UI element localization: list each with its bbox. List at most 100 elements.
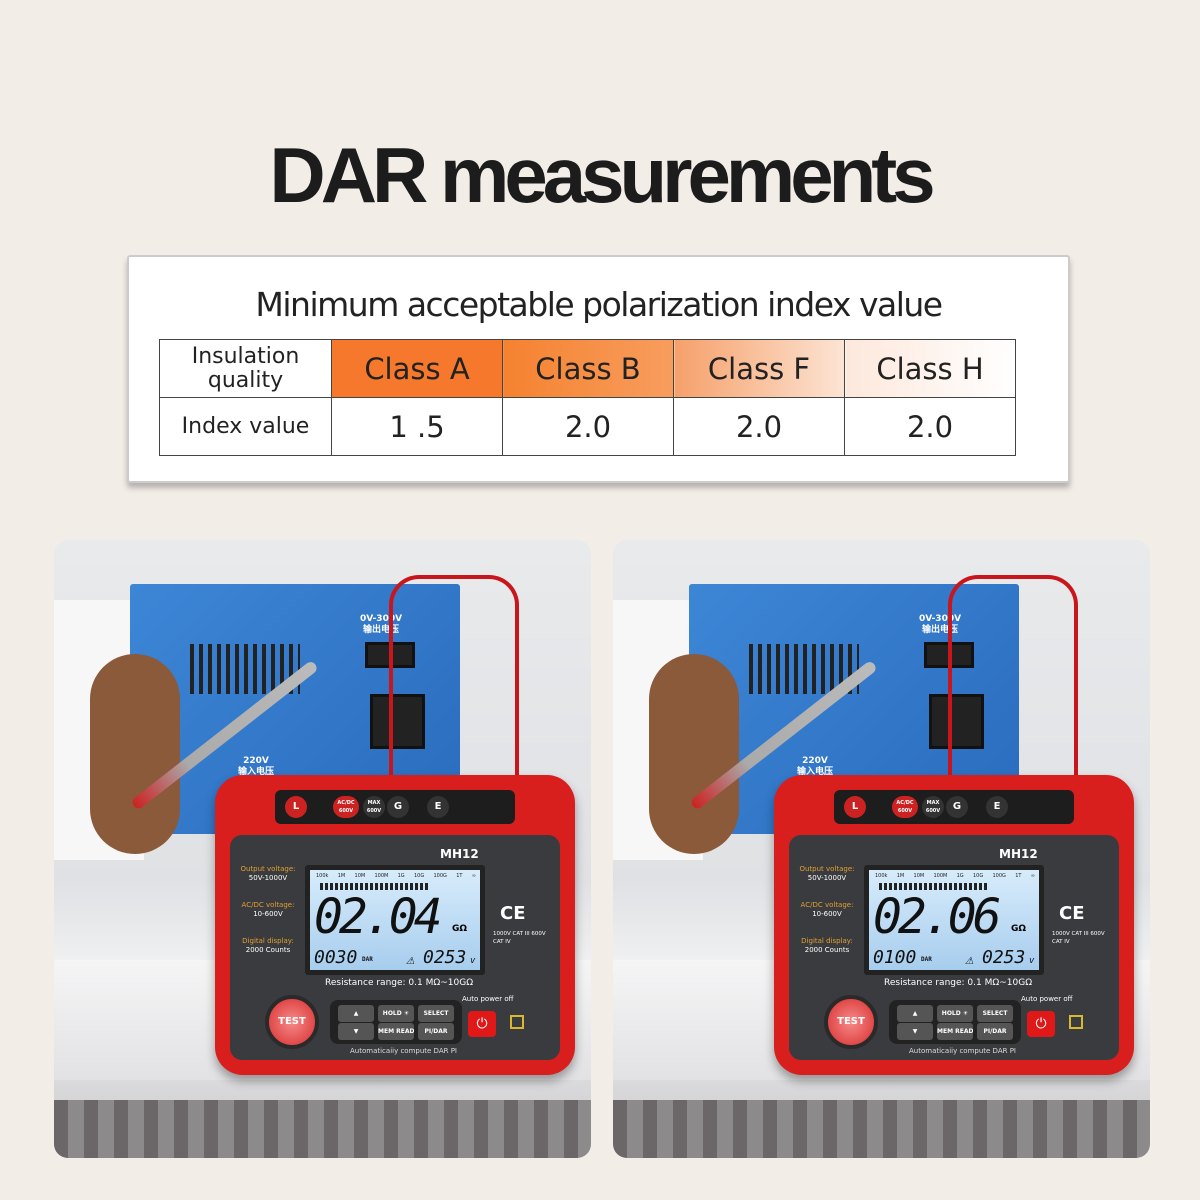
test-button[interactable]: TEST [265, 995, 319, 1049]
lcd-display: 100k 1M 10M 100M 1G 10G 100G 1T ∞ 02.06 GΩ 0100 … [864, 865, 1044, 975]
scale-tick: 100k [316, 873, 329, 879]
jack-4: E [986, 796, 1008, 818]
scale-tick: ∞ [471, 873, 476, 879]
mem-read-button[interactable]: MEM READ [378, 1023, 414, 1040]
jack-2: MAX 600V [922, 796, 944, 818]
input-label: 220V [243, 756, 269, 766]
scale-tick: 1M [896, 873, 905, 879]
reading-unit: GΩ [452, 924, 468, 934]
device-face: MH12 Output voltage: 50V-1000V AC/DC volta… [789, 835, 1119, 1060]
model-label: MH12 [440, 847, 479, 861]
mem-read-button[interactable]: MEM READ [937, 1023, 973, 1040]
up-button[interactable]: ▲ [338, 1005, 374, 1022]
select-button[interactable]: SELECT [977, 1005, 1013, 1022]
scale-tick: 100G [433, 873, 447, 879]
transformer-coil [649, 654, 739, 854]
scale-tick: 1T [1015, 873, 1022, 879]
output-label: 0V-300V [360, 614, 403, 624]
device-photo-0: 0V-300V 输出电压 220V 输入电压 L AC/DC 600V MAX 600V… [54, 540, 591, 1158]
spec-label: Output voltage: [799, 865, 855, 873]
input-label-cn: 输入电压 [797, 767, 834, 777]
lcd-display: 100k 1M 10M 100M 1G 10G 100G 1T ∞ 02.04 GΩ 0030 … [305, 865, 485, 975]
floor [613, 1100, 1150, 1158]
button-pad: ▲ ▼ HOLD ☀ MEM READ SELECT PI/DAR [889, 1000, 1021, 1044]
test-lead-wire [948, 575, 1078, 800]
pi-dar-button[interactable]: PI/DAR [977, 1023, 1013, 1040]
test-button[interactable]: TEST [824, 995, 878, 1049]
footer-text: Automaticaiiy compute DAR PI [350, 1047, 457, 1055]
footer-text: Automaticaiiy compute DAR PI [909, 1047, 1016, 1055]
transformer-coil [90, 654, 180, 854]
dar-time: 0100 [873, 947, 917, 968]
spec-label: AC/DC voltage: [800, 901, 854, 909]
select-button[interactable]: SELECT [418, 1005, 454, 1022]
test-lead-wire [389, 575, 519, 800]
index-value: 1 .5 [331, 397, 503, 456]
row-header: Insulation quality [159, 339, 332, 398]
device-face: MH12 Output voltage: 50V-1000V AC/DC volta… [230, 835, 560, 1060]
voltage-unit: v [1029, 956, 1035, 966]
scale-tick: 10M [354, 873, 366, 879]
jack-4: E [427, 796, 449, 818]
output-label: 0V-300V [919, 614, 962, 624]
output-label-cn: 输出电压 [922, 625, 959, 635]
insulation-tester: L AC/DC 600V MAX 600V G E MH12 Output voltag… [774, 775, 1134, 1075]
device-photo-1: 0V-300V 输出电压 220V 输入电压 L AC/DC 600V MAX 600V… [613, 540, 1150, 1158]
floor [54, 1100, 591, 1158]
auto-power-off-label: Auto power off [462, 995, 514, 1003]
voltage-unit: v [470, 956, 476, 966]
power-button[interactable]: ⏻ [1027, 1011, 1055, 1037]
scale-tick: 1T [456, 873, 463, 879]
button-pad: ▲ ▼ HOLD ☀ MEM READ SELECT PI/DAR [330, 1000, 462, 1044]
cat-rating: 1000V CAT III 600V CAT IV [493, 931, 546, 945]
spec-value: 10-600V [812, 910, 842, 918]
spec-label: Output voltage: [240, 865, 296, 873]
jack-3: G [946, 796, 968, 818]
insulation-tester: L AC/DC 600V MAX 600V G E MH12 Output voltag… [215, 775, 575, 1075]
dar-label: DAR [362, 956, 373, 963]
resistance-range: Resistance range: 0.1 MΩ~10GΩ [884, 978, 1033, 988]
main-reading: 02.06 [873, 889, 1001, 945]
down-button[interactable]: ▼ [897, 1023, 933, 1040]
spec-value: 2000 Counts [245, 946, 291, 954]
down-button[interactable]: ▼ [338, 1023, 374, 1040]
auto-power-off-label: Auto power off [1021, 995, 1073, 1003]
double-insulation-icon [1069, 1015, 1083, 1029]
spec-value: 50V-1000V [248, 874, 288, 882]
table-caption: Minimum acceptable polarization index va… [255, 285, 943, 324]
hold-button[interactable]: HOLD ☀ [378, 1005, 414, 1022]
class-header: Class F [673, 339, 845, 398]
scale-tick: 1G [397, 873, 405, 879]
pi-dar-button[interactable]: PI/DAR [418, 1023, 454, 1040]
jack-3: G [387, 796, 409, 818]
power-button[interactable]: ⏻ [468, 1011, 496, 1037]
reading-unit: GΩ [1011, 924, 1027, 934]
test-voltage: 0253 [423, 947, 467, 968]
scale-tick: 10G [972, 873, 984, 879]
class-header: Class A [331, 339, 503, 398]
jack-strip: L AC/DC 600V MAX 600V G E [275, 790, 515, 824]
scale-tick: 100k [875, 873, 888, 879]
page-title: DAR measurements [269, 131, 935, 219]
scale-tick: 100M [374, 873, 389, 879]
index-value: 2.0 [673, 397, 845, 456]
socket [929, 694, 984, 749]
jack-2: MAX 600V [363, 796, 385, 818]
input-label: 220V [802, 756, 828, 766]
scale-tick: 10G [413, 873, 425, 879]
input-label-cn: 输入电压 [238, 767, 275, 777]
hold-button[interactable]: HOLD ☀ [937, 1005, 973, 1022]
up-button[interactable]: ▲ [897, 1005, 933, 1022]
spec-value: 10-600V [253, 910, 283, 918]
ce-mark: CE [1059, 903, 1085, 924]
index-value: 2.0 [844, 397, 1016, 456]
spec-label: AC/DC voltage: [241, 901, 295, 909]
class-header: Class H [844, 339, 1016, 398]
bargraph [879, 883, 989, 890]
scale-tick: 1M [337, 873, 346, 879]
jack-0: L [844, 796, 866, 818]
scale-tick: 10M [913, 873, 925, 879]
output-label-cn: 输出电压 [363, 625, 400, 635]
socket [370, 694, 425, 749]
bargraph [320, 883, 430, 890]
